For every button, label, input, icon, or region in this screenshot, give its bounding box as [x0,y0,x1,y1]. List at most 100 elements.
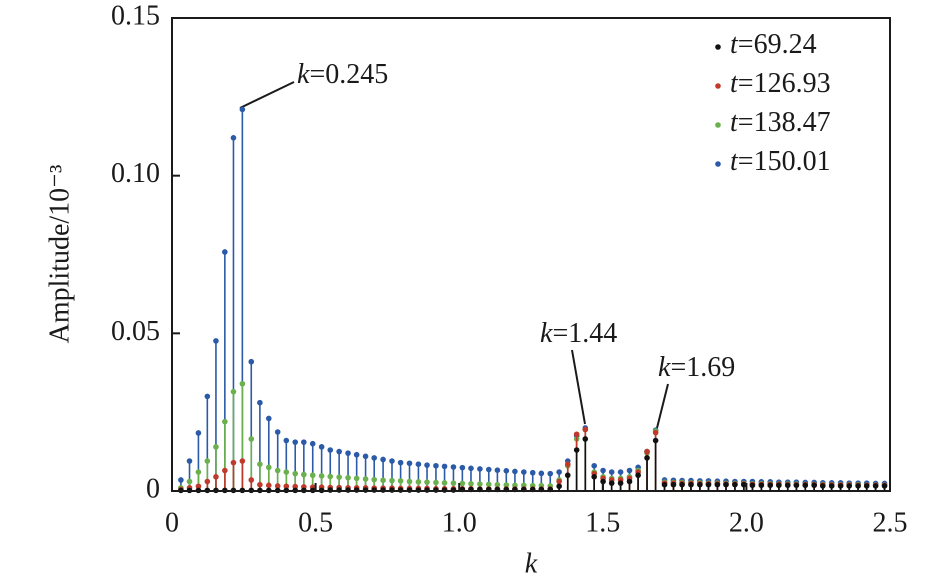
stem-marker [450,464,457,470]
stem-marker [477,466,483,472]
stem-marker [274,467,281,474]
stem-marker [204,478,211,485]
stem-marker [494,467,501,473]
stem-marker [186,478,193,485]
stem-marker [617,480,624,486]
annotation: k=1.44 [540,318,617,349]
stem-marker [477,481,483,487]
stem-marker [415,479,422,485]
stem-marker [503,482,510,488]
stem-marker [758,482,765,489]
legend-marker [715,44,721,50]
stem-marker [362,453,369,460]
stem-marker [397,459,404,466]
stem-marker [732,481,738,488]
stem-marker [485,481,492,488]
legend-marker [715,83,721,89]
legend-label: t=138.47 [730,107,831,138]
stem-marker [459,464,466,471]
stem-marker [248,358,255,365]
stem-marker [582,426,589,433]
stem-marker [591,462,597,469]
leader-line [571,349,586,425]
stem-marker [872,483,879,489]
stem-marker [608,480,615,486]
stem-marker [529,469,536,476]
stem-marker [345,450,351,456]
stem-marker [292,439,299,445]
stem-marker [626,478,633,485]
stem-marker [265,482,272,489]
stem-marker [573,447,580,453]
legend-marker [715,122,721,128]
x-tick-label: 2.0 [729,507,764,538]
stem-marker [468,480,474,487]
stem-marker [556,483,562,490]
x-tick-label: 1.0 [442,507,477,538]
stem-marker [213,474,219,480]
x-tick-label: 2.5 [873,507,908,538]
stem-marker [828,483,835,489]
stem-marker [819,483,826,489]
stem-marker [670,481,677,488]
stem-marker [213,444,219,450]
stem-marker [512,468,518,475]
stem-marker [318,473,325,479]
stem-marker [556,478,562,485]
x-tick-label: 1.5 [585,507,620,538]
stem-marker [230,135,237,141]
stem-marker [283,483,290,490]
stem-marker [837,483,844,489]
stem-marker [697,481,703,488]
stem-marker [283,437,290,444]
stem-marker [591,474,597,480]
stem-marker [380,477,386,484]
leader-line [656,383,669,429]
stem-marker [204,393,211,400]
stem-marker [600,467,606,474]
stem-marker [274,483,281,489]
plot-frame [171,17,891,492]
stem-marker [450,480,457,486]
stem-marker [776,482,782,489]
stem-marker [741,481,747,488]
stem-marker [679,481,685,488]
stem-marker [811,482,817,489]
stem-marker [626,467,633,474]
stem-marker [749,482,756,489]
stem-marker [846,483,853,489]
stem-marker [705,481,712,488]
stem-marker [424,462,430,468]
stem-marker [485,466,492,473]
stem-marker [257,481,263,488]
stem-marker [230,388,237,395]
leader-line [239,81,295,109]
stem-marker [301,471,307,478]
stem-marker [353,451,360,458]
stem-marker [248,477,255,483]
stem-marker [389,477,395,484]
stem-marker [195,469,202,475]
stem-marker [855,483,861,489]
stem-marker [652,429,659,436]
stem-marker [336,474,342,480]
stem-marker [362,476,369,482]
stem-marker [222,249,228,255]
stem-marker [257,399,263,406]
stem-marker [424,479,430,485]
stem-marker [380,456,386,463]
stem-marker [538,470,545,477]
stem-marker [494,481,501,488]
stem-marker [468,465,474,472]
stem-marker [564,472,571,479]
stem-marker [239,458,246,464]
stem-marker [265,415,272,422]
x-tick-label: 0 [165,507,179,538]
stem-marker [301,439,307,445]
stem-marker [767,482,774,489]
stem-marker [635,472,641,479]
x-axis-label: k [525,548,538,579]
stem-marker [617,469,624,475]
stem-marker [248,436,255,442]
